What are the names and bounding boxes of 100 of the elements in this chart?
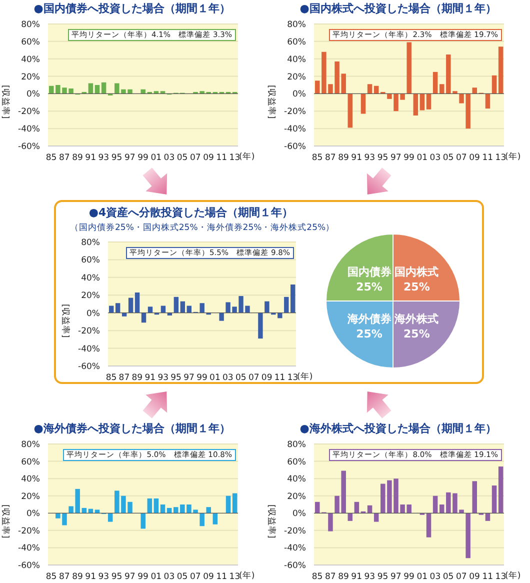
x-tick-label: 99 (138, 153, 148, 164)
y-tick-label: 40% (81, 273, 100, 284)
x-tick-label: 95 (377, 572, 388, 582)
y-tick-label: -40% (18, 124, 40, 135)
x-tick-label: 07 (456, 572, 467, 582)
x-tick-label: 09 (203, 572, 214, 582)
y-tick-label: 20% (81, 291, 100, 302)
x-tick-label: 89 (72, 153, 83, 164)
y-tick-label: 40% (287, 474, 306, 485)
x-tick-label: 13 (495, 153, 506, 164)
x-tick-label: 03 (222, 373, 234, 384)
y-tick-label: -60% (284, 142, 306, 152)
y-tick-label: 0% (26, 90, 40, 100)
x-tick-label: 93 (364, 153, 376, 164)
y-tick-label: -20% (78, 326, 100, 337)
x-tick-label: 13 (229, 153, 240, 164)
x-tick-label: 95 (170, 373, 182, 384)
y-tick-label: -60% (18, 561, 40, 572)
x-tick-label: 07 (190, 153, 201, 164)
x-tick-label: 87 (58, 153, 70, 164)
y-tick-label: -60% (284, 561, 306, 572)
x-tick-label: 99 (404, 153, 414, 164)
x-tick-label: 99 (404, 572, 414, 582)
y-axis-title: [収益率] (266, 85, 277, 119)
y-tick-label: 60% (21, 37, 40, 48)
x-tick-label: 01 (416, 572, 428, 582)
y-axis-title: [収益率] (0, 504, 11, 538)
x-tick-label: 07 (190, 572, 201, 582)
x-tick-label: 03 (164, 572, 175, 582)
x-tick-label: 09 (469, 153, 480, 164)
x-tick-label: 07 (456, 153, 467, 164)
y-tick-label: 0% (292, 90, 306, 100)
x-tick-label: 09 (261, 373, 272, 384)
y-axis-title: [収益率] (60, 304, 71, 338)
y-tick-label: -40% (78, 344, 100, 354)
x-tick-label: 97 (184, 373, 194, 384)
data-label: 25% (356, 328, 382, 341)
x-tick-label: 97 (124, 153, 136, 164)
x-tick-label: 85 (312, 153, 323, 164)
y-tick-label: -40% (284, 124, 306, 135)
x-tick-label: 93 (98, 572, 110, 582)
y-tick-label: 80% (21, 440, 40, 450)
x-tick-label: 91 (351, 572, 362, 582)
y-tick-label: 80% (287, 440, 306, 450)
x-tick-label: 97 (390, 572, 402, 582)
x-tick-label: 91 (85, 572, 96, 582)
x-tick-label: 03 (430, 572, 441, 582)
x-axis-title: (年) (505, 570, 521, 581)
x-tick-label: 87 (118, 373, 130, 384)
x-tick-label: 13 (229, 572, 240, 582)
y-axis-title: [収益率] (0, 85, 11, 119)
y-tick-label: 0% (292, 509, 306, 520)
y-tick-label: 20% (21, 72, 40, 82)
y-tick-label: -20% (18, 526, 40, 536)
y-tick-label: 0% (26, 509, 40, 520)
x-tick-label: 99 (196, 373, 208, 384)
slice-label: 国内債券 (347, 265, 392, 278)
y-tick-label: 0% (86, 308, 100, 319)
x-tick-label: 89 (132, 373, 143, 384)
x-tick-label: 11 (482, 153, 494, 164)
x-tick-label: 11 (482, 572, 494, 582)
x-tick-label: 89 (338, 153, 349, 164)
chart-subtitle: （国内債券25%・国内株式25%・海外債券25%・海外株式25%） (69, 222, 335, 235)
x-tick-label: 07 (248, 373, 260, 384)
x-tick-label: 05 (176, 572, 188, 582)
y-tick-label: -40% (284, 544, 306, 554)
y-tick-label: 60% (21, 457, 40, 468)
chart-title: ●国内株式へ投資した場合（期間１年） (298, 1, 498, 17)
x-tick-label: 97 (124, 572, 136, 582)
x-tick-label: 85 (312, 572, 323, 582)
x-tick-label: 91 (144, 373, 156, 384)
x-tick-label: 85 (46, 153, 57, 164)
x-tick-label: 05 (176, 153, 188, 164)
x-tick-label: 11 (216, 153, 228, 164)
chart-title: ●海外債券へ投資した場合（期間１年） (32, 421, 232, 437)
x-tick-label: 85 (106, 373, 117, 384)
data-label: 25% (356, 280, 382, 294)
x-axis-title: (年) (505, 151, 521, 162)
x-tick-label: 91 (351, 153, 362, 164)
y-tick-label: 60% (287, 37, 306, 48)
x-tick-label: 03 (430, 153, 441, 164)
y-tick-label: 20% (21, 492, 40, 502)
x-tick-label: 01 (210, 373, 220, 384)
x-tick-label: 97 (390, 153, 402, 164)
y-tick-label: -40% (18, 544, 40, 554)
x-tick-label: 93 (158, 373, 169, 384)
x-tick-label: 01 (150, 153, 162, 164)
y-tick-label: -20% (284, 526, 306, 536)
y-tick-label: 20% (287, 492, 306, 502)
x-tick-label: 93 (364, 572, 376, 582)
x-tick-label: 01 (416, 153, 428, 164)
y-axis-title: [収益率] (266, 504, 277, 538)
slice-label: 海外株式 (394, 312, 439, 326)
y-tick-label: 60% (81, 256, 100, 266)
x-tick-label: 89 (338, 572, 349, 582)
x-tick-label: 99 (138, 572, 148, 582)
x-tick-label: 85 (46, 572, 57, 582)
y-tick-label: 60% (287, 457, 306, 468)
y-tick-label: 20% (287, 72, 306, 82)
y-tick-label: 80% (81, 238, 100, 248)
